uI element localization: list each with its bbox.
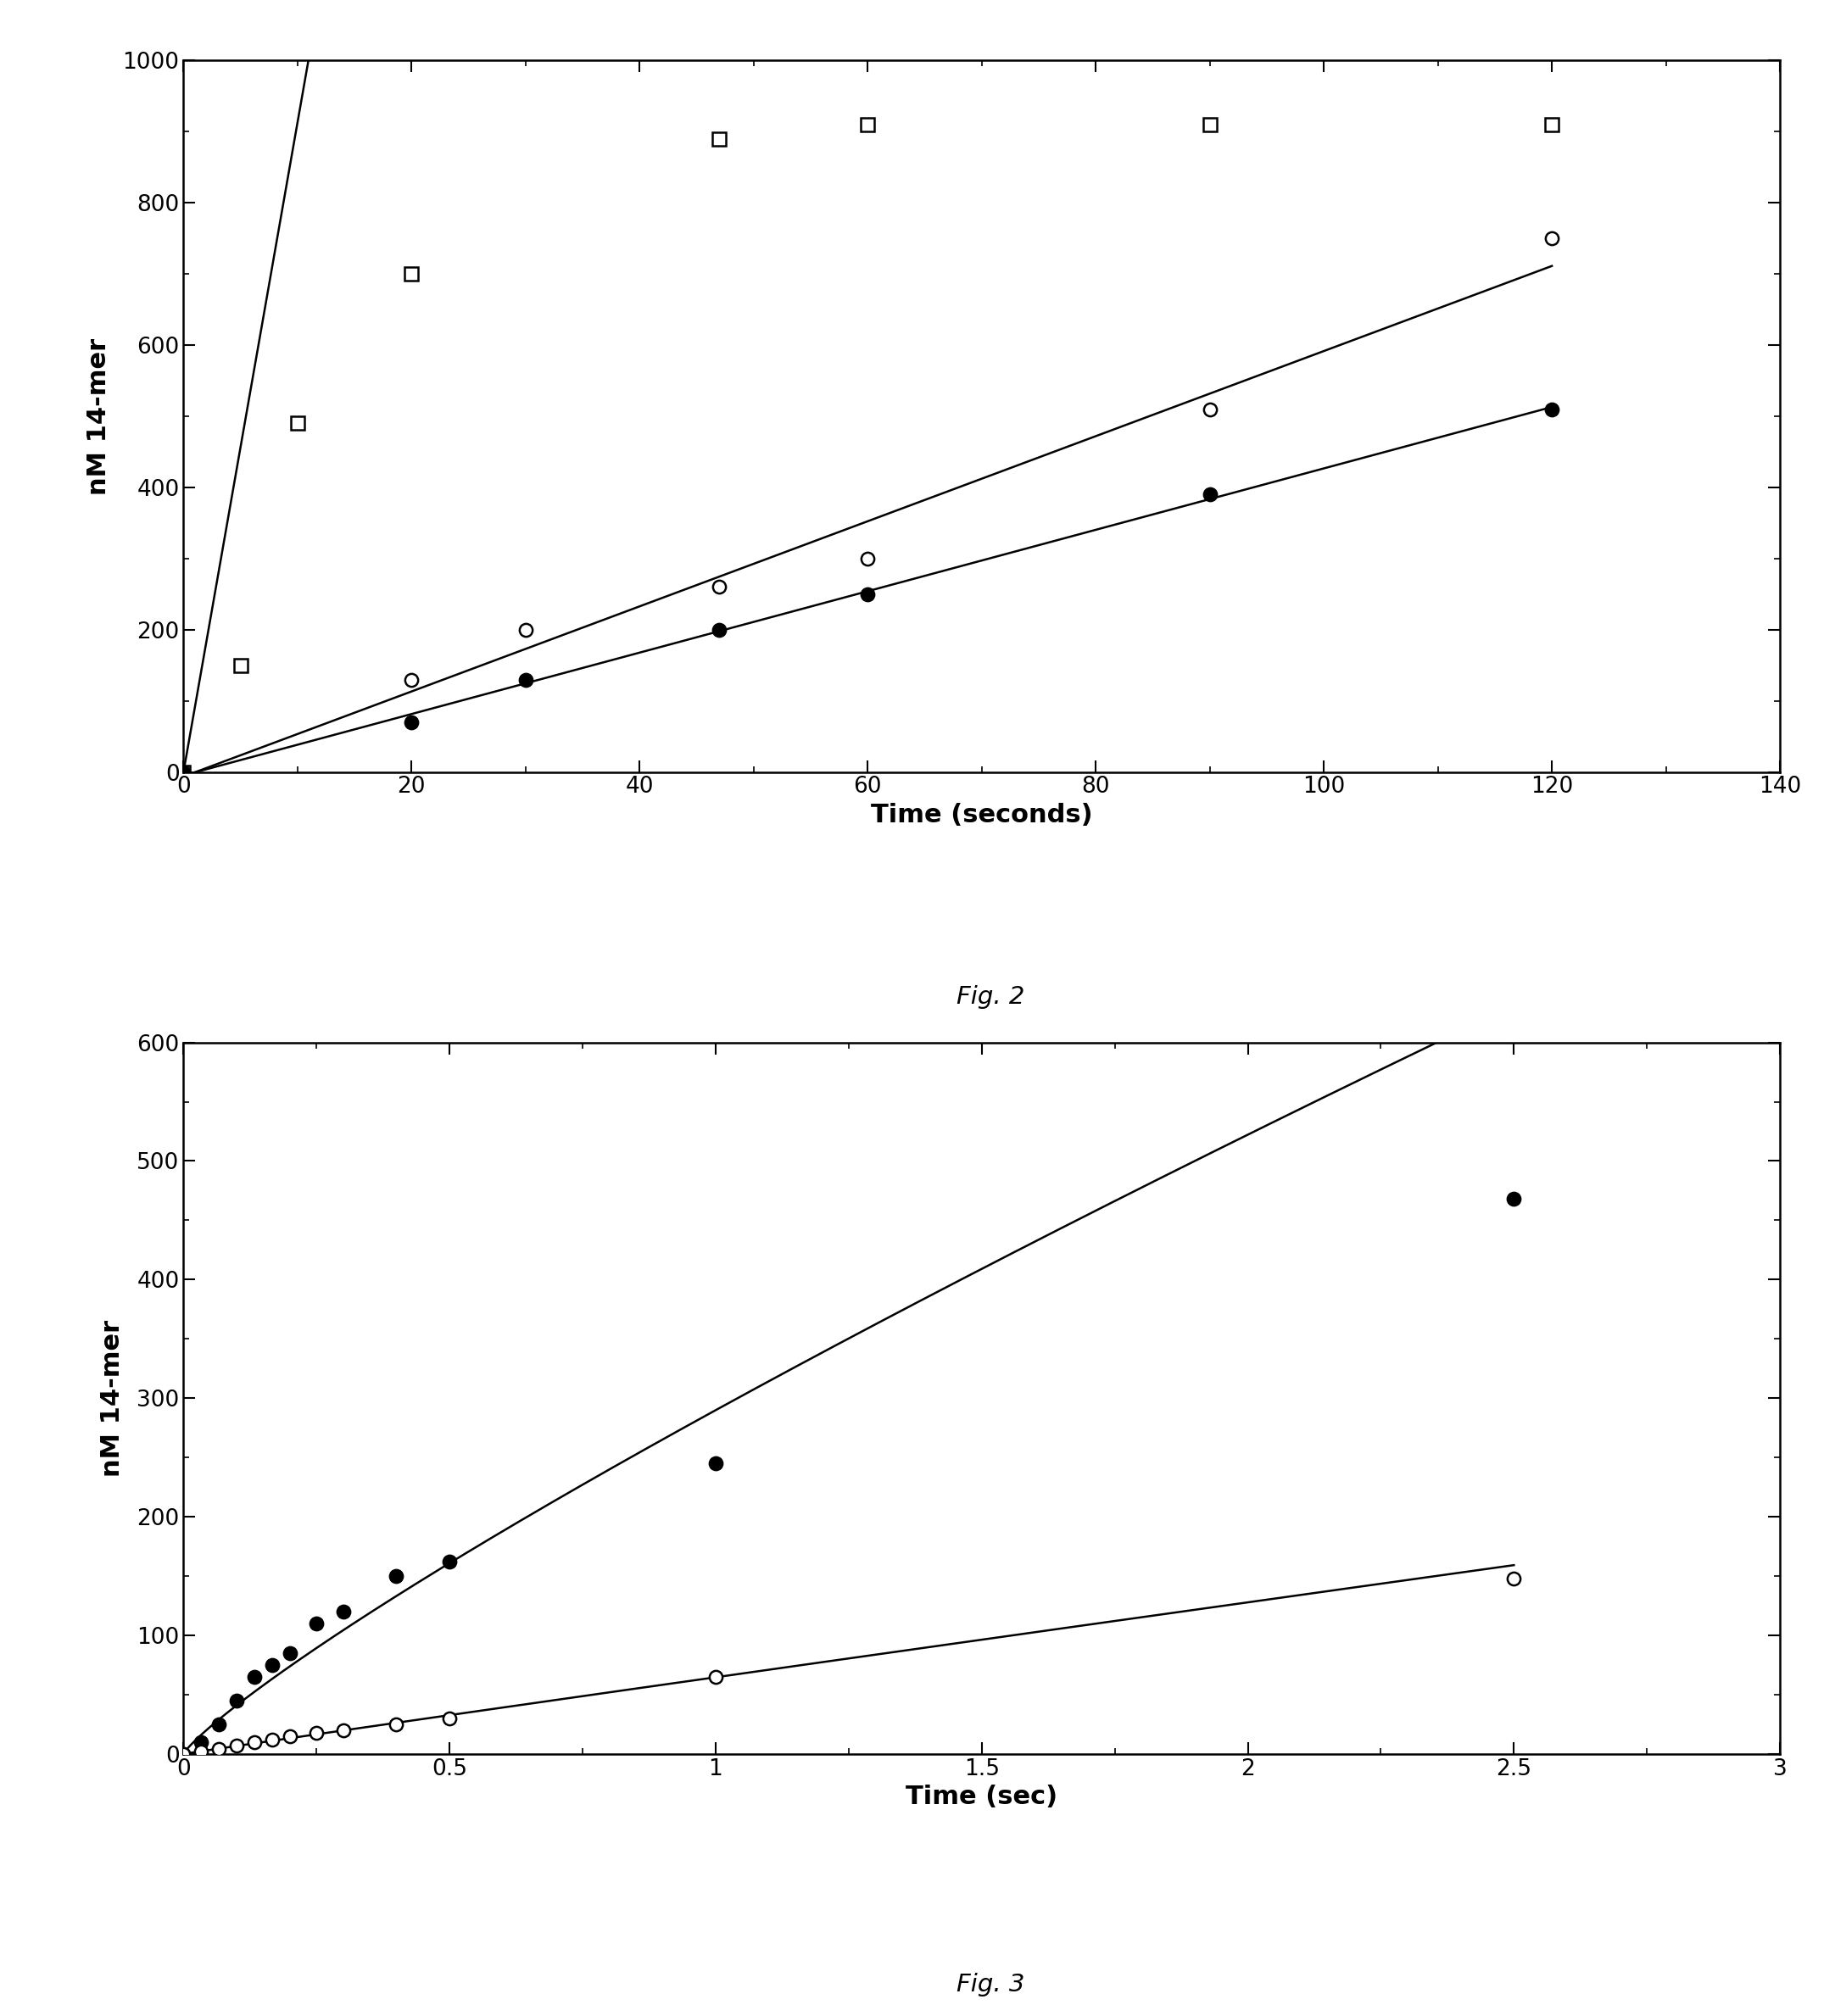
X-axis label: Time (sec): Time (sec)	[906, 1784, 1057, 1810]
Text: Fig. 3: Fig. 3	[956, 1974, 1026, 1998]
Text: Fig. 2: Fig. 2	[956, 986, 1026, 1010]
X-axis label: Time (seconds): Time (seconds)	[872, 802, 1092, 827]
Y-axis label: nM 14-mer: nM 14-mer	[86, 339, 110, 494]
Y-axis label: nM 14-mer: nM 14-mer	[101, 1320, 125, 1476]
